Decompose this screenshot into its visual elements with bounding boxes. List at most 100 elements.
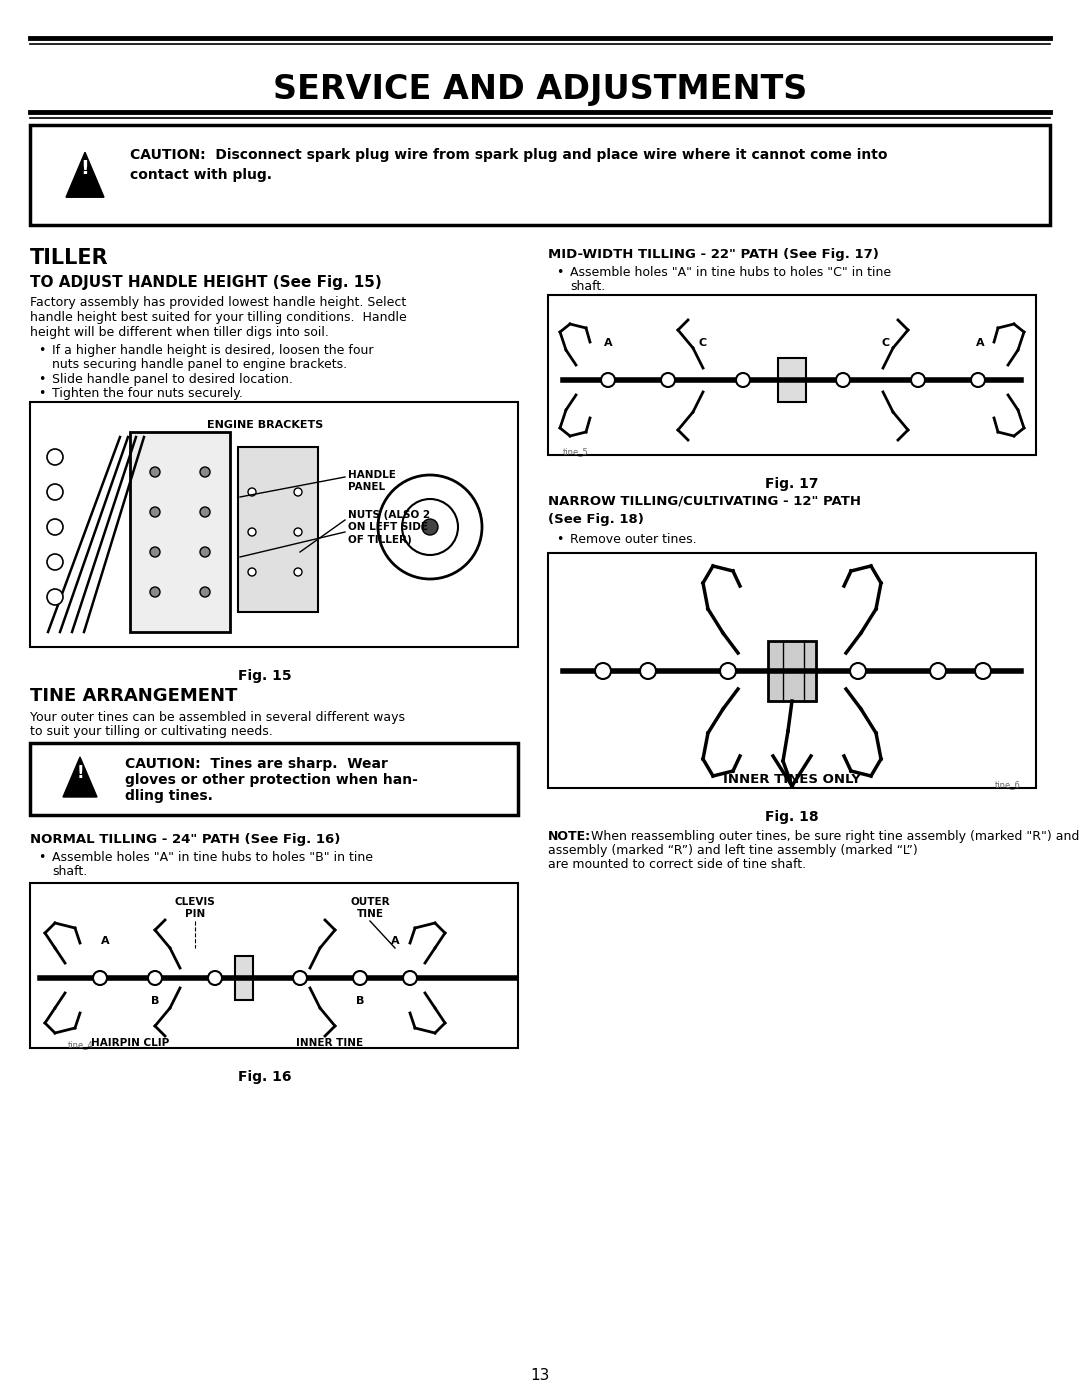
Circle shape [48,590,63,605]
Circle shape [353,971,367,985]
Circle shape [971,373,985,387]
Circle shape [294,488,302,496]
Circle shape [293,971,307,985]
Bar [30,743,518,814]
Circle shape [735,373,750,387]
Text: •: • [38,344,45,358]
Circle shape [661,373,675,387]
Text: tine_6: tine_6 [995,780,1021,789]
Text: A: A [604,338,612,348]
Bar [30,402,518,647]
Text: CAUTION:  Tines are sharp.  Wear: CAUTION: Tines are sharp. Wear [125,757,388,771]
Text: HAIRPIN CLIP: HAIRPIN CLIP [91,1038,170,1048]
Text: Tighten the four nuts securely.: Tighten the four nuts securely. [52,387,243,400]
Text: Fig. 17: Fig. 17 [766,476,819,490]
Circle shape [200,507,210,517]
Text: Remove outer tines.: Remove outer tines. [570,534,697,546]
Circle shape [48,448,63,465]
Circle shape [248,528,256,536]
Circle shape [200,548,210,557]
Circle shape [402,499,458,555]
Circle shape [850,664,866,679]
Bar [238,447,318,612]
Circle shape [378,475,482,578]
Circle shape [248,569,256,576]
Circle shape [836,373,850,387]
Text: nuts securing handle panel to engine brackets.: nuts securing handle panel to engine bra… [52,358,347,372]
Text: 13: 13 [530,1368,550,1383]
Text: Assemble holes "A" in tine hubs to holes "B" in tine: Assemble holes "A" in tine hubs to holes… [52,851,373,863]
Text: TINE ARRANGEMENT: TINE ARRANGEMENT [30,687,238,705]
Text: •: • [556,265,564,279]
Text: are mounted to correct side of tine shaft.: are mounted to correct side of tine shaf… [548,858,806,870]
Text: •: • [556,534,564,546]
Circle shape [208,971,222,985]
Text: Your outer tines can be assembled in several different ways: Your outer tines can be assembled in sev… [30,711,405,724]
Bar [235,956,253,1000]
Polygon shape [66,152,104,197]
Polygon shape [63,757,97,798]
Text: TO ADJUST HANDLE HEIGHT (See Fig. 15): TO ADJUST HANDLE HEIGHT (See Fig. 15) [30,275,381,291]
Bar [548,295,1036,455]
Text: INNER TINE: INNER TINE [296,1038,364,1048]
Text: A: A [975,338,984,348]
Text: gloves or other protection when han-: gloves or other protection when han- [125,773,418,787]
Circle shape [294,528,302,536]
Circle shape [150,467,160,476]
Text: MID-WIDTH TILLING - 22" PATH (See Fig. 17): MID-WIDTH TILLING - 22" PATH (See Fig. 1… [548,249,879,261]
Text: NUTS (ALSO 2
ON LEFT SIDE
OF TILLER): NUTS (ALSO 2 ON LEFT SIDE OF TILLER) [348,510,430,545]
Bar [30,883,518,1048]
Text: height will be different when tiller digs into soil.: height will be different when tiller dig… [30,326,329,339]
Bar [130,432,230,631]
Text: tine_4: tine_4 [68,1039,94,1049]
Circle shape [595,664,611,679]
Text: assembly (marked “R”) and left tine assembly (marked “L”): assembly (marked “R”) and left tine asse… [548,844,918,856]
Circle shape [720,664,735,679]
Text: tine_5: tine_5 [563,447,589,455]
Text: NARROW TILLING/CULTIVATING - 12" PATH: NARROW TILLING/CULTIVATING - 12" PATH [548,495,861,509]
Text: Fig. 16: Fig. 16 [239,1070,292,1084]
Text: Factory assembly has provided lowest handle height. Select: Factory assembly has provided lowest han… [30,296,406,309]
Text: !: ! [81,159,90,179]
Text: If a higher handle height is desired, loosen the four: If a higher handle height is desired, lo… [52,344,374,358]
Text: NOTE:: NOTE: [548,830,591,842]
Text: A: A [391,936,400,946]
Bar [778,358,806,402]
Text: INNER TINES ONLY: INNER TINES ONLY [724,773,861,787]
Text: •: • [38,373,45,386]
Bar [548,553,1036,788]
Text: Fig. 18: Fig. 18 [766,810,819,824]
Text: SERVICE AND ADJUSTMENTS: SERVICE AND ADJUSTMENTS [273,74,807,106]
Circle shape [150,587,160,597]
Text: shaft.: shaft. [570,279,605,293]
Bar [30,124,1050,225]
Text: handle height best suited for your tilling conditions.  Handle: handle height best suited for your tilli… [30,312,407,324]
Text: OUTER
TINE: OUTER TINE [350,897,390,919]
Circle shape [75,777,86,789]
Circle shape [48,520,63,535]
Circle shape [930,664,946,679]
Circle shape [150,548,160,557]
Circle shape [150,507,160,517]
Circle shape [422,520,438,535]
Text: •: • [38,851,45,863]
Text: C: C [699,338,707,348]
Text: B: B [355,996,364,1006]
Text: B: B [151,996,159,1006]
Circle shape [93,971,107,985]
Text: shaft.: shaft. [52,865,87,877]
Text: When reassembling outer tines, be sure right tine assembly (marked "R") and left: When reassembling outer tines, be sure r… [583,830,1080,842]
Circle shape [200,587,210,597]
Circle shape [48,555,63,570]
Text: CAUTION:  Disconnect spark plug wire from spark plug and place wire where it can: CAUTION: Disconnect spark plug wire from… [130,148,888,162]
Text: A: A [100,936,109,946]
Text: •: • [38,387,45,400]
Circle shape [912,373,924,387]
Circle shape [148,971,162,985]
Text: (See Fig. 18): (See Fig. 18) [548,513,644,527]
Text: to suit your tilling or cultivating needs.: to suit your tilling or cultivating need… [30,725,273,738]
Text: C: C [882,338,890,348]
Text: Slide handle panel to desired location.: Slide handle panel to desired location. [52,373,293,386]
Text: TILLER: TILLER [30,249,109,268]
Text: HANDLE
PANEL: HANDLE PANEL [348,469,396,492]
